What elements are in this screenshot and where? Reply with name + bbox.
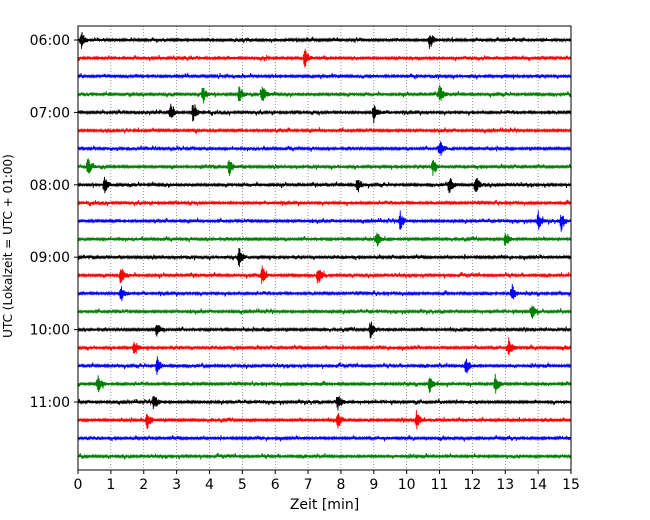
seismogram-trace — [77, 337, 572, 356]
y-axis-label: UTC (Lokalzeit = UTC + 01:00) — [1, 154, 15, 338]
grid-lines — [110, 26, 539, 470]
x-axis-label: Zeit [min] — [290, 497, 359, 513]
seismogram-trace — [77, 49, 572, 68]
x-tick-label: 1 — [106, 477, 115, 493]
seismogram-trace — [77, 72, 572, 80]
traces — [77, 31, 572, 460]
seismogram-trace — [77, 158, 572, 177]
seismogram-trace — [77, 452, 572, 460]
x-ticks: 0 1 2 3 4 5 6 7 8 9 10 11 12 13 14 15 — [74, 470, 580, 493]
x-tick-label: 2 — [139, 477, 148, 493]
y-tick-label: 08:00 — [30, 178, 70, 194]
seismogram-trace — [77, 284, 572, 301]
seismogram-trace — [77, 247, 572, 267]
x-tick-label: 15 — [562, 477, 580, 493]
seismogram-trace — [77, 305, 572, 319]
y-tick-label: 09:00 — [30, 250, 70, 266]
x-tick-label: 7 — [304, 477, 313, 493]
plot-frame — [77, 25, 572, 471]
x-tick-label: 14 — [529, 477, 547, 493]
seismogram-trace — [77, 265, 572, 284]
seismogram-trace — [77, 373, 572, 394]
seismogram-trace — [77, 176, 572, 194]
seismogram-trace — [77, 232, 572, 247]
seismogram-trace — [77, 141, 572, 156]
y-tick-label: 11:00 — [30, 395, 70, 411]
seismogram-trace — [77, 127, 572, 134]
x-tick-label: 12 — [463, 477, 481, 493]
y-tick-label: 06:00 — [30, 33, 70, 49]
seismogram-trace — [77, 84, 572, 104]
seismogram-trace — [77, 321, 572, 339]
y-tick-label: 07:00 — [30, 105, 70, 121]
x-tick-label: 8 — [336, 477, 345, 493]
seismogram-trace — [77, 434, 572, 442]
seismogram-trace — [77, 210, 572, 232]
seismogram-trace — [77, 410, 572, 430]
x-tick-label: 10 — [398, 477, 416, 493]
x-tick-label: 3 — [172, 477, 181, 493]
x-tick-label: 4 — [205, 477, 214, 493]
seismogram-trace — [77, 103, 572, 124]
x-tick-label: 5 — [238, 477, 247, 493]
x-tick-label: 6 — [271, 477, 280, 493]
seismogram-trace — [77, 395, 572, 411]
seismogram-trace — [77, 199, 572, 207]
x-tick-label: 0 — [74, 477, 83, 493]
seismogram-trace — [77, 31, 572, 49]
x-tick-label: 9 — [369, 477, 378, 493]
x-tick-label: 11 — [431, 477, 449, 493]
y-tick-label: 10:00 — [30, 323, 70, 339]
seismogram-trace — [77, 356, 572, 375]
y-ticks: 06:00 07:00 08:00 09:00 10:00 11:00 — [30, 33, 78, 411]
x-tick-label: 13 — [496, 477, 514, 493]
